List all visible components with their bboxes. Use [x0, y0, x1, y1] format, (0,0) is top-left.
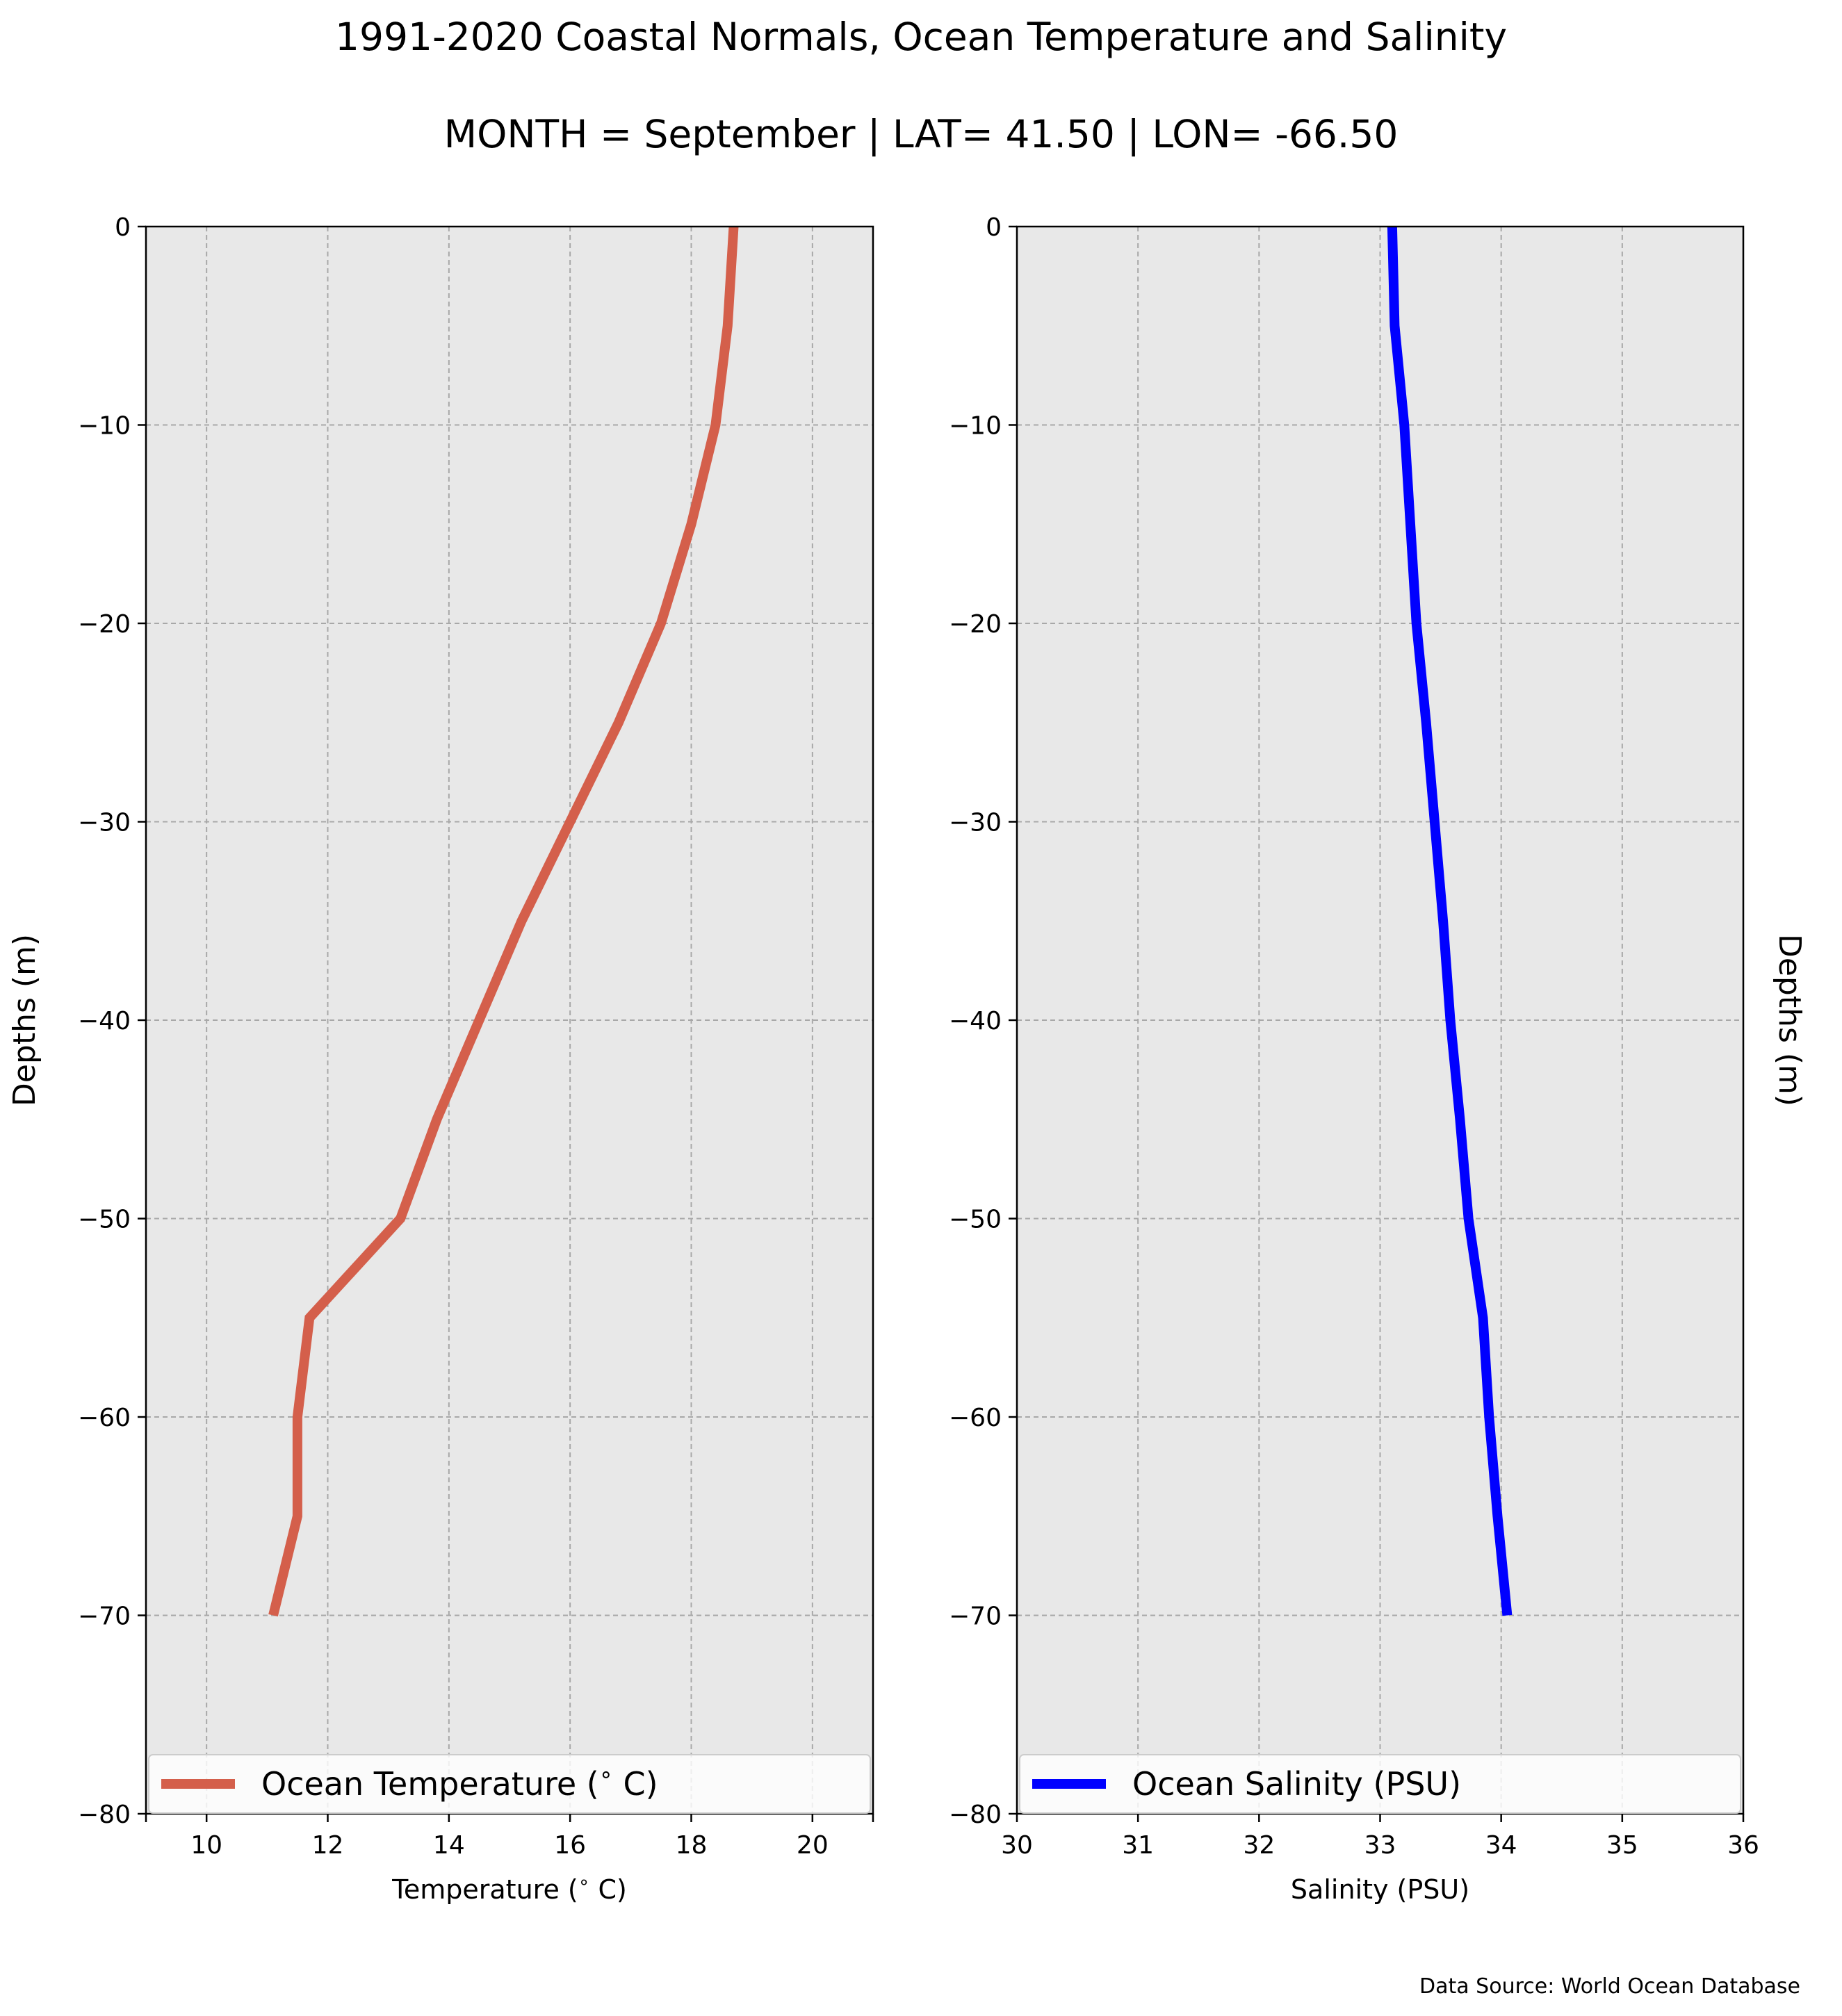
series-line — [268, 226, 739, 1617]
chart-panel-2: 30 31 32 33 34 35 36 0 −10 −20 −30 −40 −50 −60 −70 −80 S… — [949, 213, 1807, 1905]
x-tick-label: 12 — [312, 1831, 344, 1860]
x-tick-label: 32 — [1243, 1831, 1275, 1860]
source-note: Data Source: World Ocean Database — [1419, 1974, 1800, 1999]
y-tick-label: −50 — [78, 1206, 131, 1234]
y-tick-label: −50 — [949, 1206, 1002, 1234]
x-tick-label: 10 — [190, 1831, 222, 1860]
legend: Ocean Salinity (PSU) — [1019, 1754, 1741, 1814]
y-tick-label: −20 — [949, 610, 1002, 639]
x-tick-label: 36 — [1727, 1831, 1759, 1860]
chart-panel-1: 10 12 14 16 18 20 0 −10 −20 −30 −40 −50 −60 −70 −80 Tem… — [7, 213, 874, 1906]
y-tick-label: −30 — [78, 809, 131, 837]
y-axis-label: Depths (m) — [1772, 934, 1807, 1106]
y-tick-label: −10 — [949, 412, 1002, 441]
legend-box — [148, 1754, 871, 1814]
x-tick-label: 33 — [1364, 1831, 1396, 1860]
y-tick-label: −40 — [949, 1007, 1002, 1035]
y-tick-label: 0 — [115, 213, 131, 242]
y-tick-label: −70 — [78, 1603, 131, 1631]
x-tick-label: 16 — [554, 1831, 586, 1860]
x-tick-label: 35 — [1606, 1831, 1638, 1860]
figure-subtitle: MONTH = September | LAT= 41.50 | LON= -6… — [444, 112, 1399, 157]
legend-label: Ocean Temperature (∘ C) — [261, 1761, 658, 1803]
x-tick-label: 18 — [676, 1831, 708, 1860]
y-tick-label: −60 — [949, 1404, 1002, 1432]
x-tick-label: 20 — [797, 1831, 829, 1860]
legend: Ocean Temperature (∘ C) — [148, 1754, 871, 1814]
y-tick-label: −70 — [949, 1603, 1002, 1631]
y-tick-label: −10 — [78, 412, 131, 441]
y-tick-label: 0 — [986, 213, 1002, 242]
x-tick-label: 30 — [1001, 1831, 1033, 1860]
x-tick-label: 14 — [433, 1831, 465, 1860]
legend-label: Ocean Salinity (PSU) — [1132, 1765, 1461, 1803]
y-tick-label: −30 — [949, 809, 1002, 837]
series-line — [1387, 226, 1513, 1616]
x-tick-label: 34 — [1485, 1831, 1517, 1860]
legend-box — [1019, 1754, 1741, 1814]
y-tick-label: −40 — [78, 1007, 131, 1035]
x-axis-label: Salinity (PSU) — [1291, 1874, 1469, 1905]
panels: 10 12 14 16 18 20 0 −10 −20 −30 −40 −50 −60 −70 −80 Tem… — [7, 213, 1807, 1905]
x-tick-label: 31 — [1122, 1831, 1154, 1860]
y-tick-label: −60 — [78, 1404, 131, 1432]
y-tick-label: −80 — [78, 1801, 131, 1829]
y-tick-label: −80 — [949, 1801, 1002, 1829]
y-axis-label: Depths (m) — [7, 934, 42, 1106]
y-tick-label: −20 — [78, 610, 131, 639]
figure-title: 1991-2020 Coastal Normals, Ocean Tempera… — [335, 15, 1507, 59]
x-axis-label: Temperature (∘ C) — [391, 1871, 627, 1906]
